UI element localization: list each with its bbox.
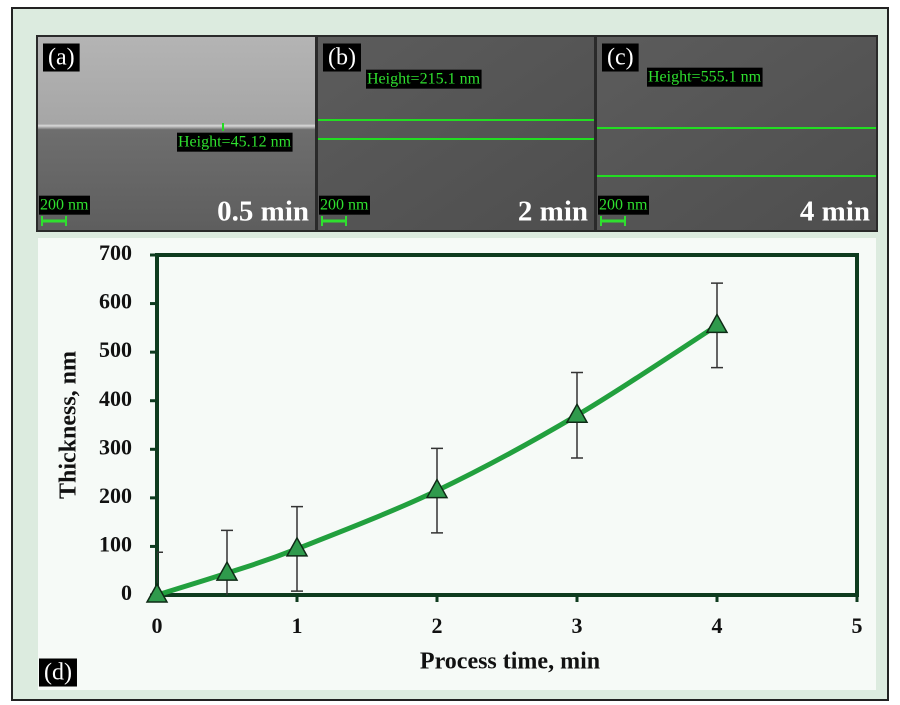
y-axis-title: Thickness, nm xyxy=(56,351,82,499)
panel-label-box xyxy=(43,43,80,72)
time-label: 2 min xyxy=(518,196,588,228)
measurement-box xyxy=(366,69,482,89)
x-tick-label: 0 xyxy=(152,613,163,638)
scale-bar-label: 200 nm xyxy=(320,197,369,214)
y-tick-label: 500 xyxy=(99,337,132,362)
chart-background xyxy=(38,238,876,690)
measurement-box xyxy=(647,67,763,87)
scale-bar-label: 200 nm xyxy=(40,197,89,214)
x-tick-label: 2 xyxy=(432,613,443,638)
panel-label: (d) xyxy=(44,660,72,686)
x-tick-label: 1 xyxy=(292,613,303,638)
y-tick-label: 300 xyxy=(99,434,132,459)
panel-label: (a) xyxy=(48,45,75,71)
x-axis-title: Process time, min xyxy=(420,649,600,675)
scale-bar-label: 200 nm xyxy=(599,197,648,214)
marker xyxy=(565,402,589,424)
y-tick-label: 400 xyxy=(99,386,132,411)
panel-label: (c) xyxy=(607,45,634,71)
scale-bar-label-box xyxy=(39,195,90,215)
y-tick-label: 600 xyxy=(99,289,132,314)
panel-label: (b) xyxy=(328,45,356,71)
measurement: Height=555.1 nm xyxy=(648,69,762,86)
time-label: 0.5 min xyxy=(217,196,309,228)
plot-frame xyxy=(155,253,859,597)
y-tick-label: 700 xyxy=(99,240,132,265)
error-bar xyxy=(157,551,163,595)
x-tick-label: 5 xyxy=(852,613,863,638)
scale-bar-label-box xyxy=(319,195,370,215)
measurement: Height=215.1 nm xyxy=(367,71,481,88)
marker xyxy=(285,536,309,557)
panels: (a) Height=45.12 nm 200 nm 0.5 min (b) Height… xyxy=(39,43,870,228)
x-tick-label: 3 xyxy=(572,613,583,638)
y-tick-label: 100 xyxy=(99,531,132,556)
panel-label-box xyxy=(323,43,361,72)
time-label: 4 min xyxy=(800,196,870,228)
x-tick-label: 4 xyxy=(712,613,723,638)
marker xyxy=(425,478,449,499)
measurement: Height=45.12 nm xyxy=(178,134,292,151)
marker xyxy=(705,312,729,334)
scale-bar-label-box xyxy=(598,195,649,215)
panel-label-box xyxy=(39,658,77,687)
marker xyxy=(215,560,239,581)
y-tick-label: 200 xyxy=(99,483,132,508)
chart: 0 100 200 300 400 500 600 700 0 1 2 3 4 5 Process time… xyxy=(39,240,863,687)
measurement-box xyxy=(177,132,293,152)
y-tick-label: 0 xyxy=(121,580,132,605)
marker xyxy=(145,582,169,603)
panel-label-box xyxy=(602,43,639,72)
